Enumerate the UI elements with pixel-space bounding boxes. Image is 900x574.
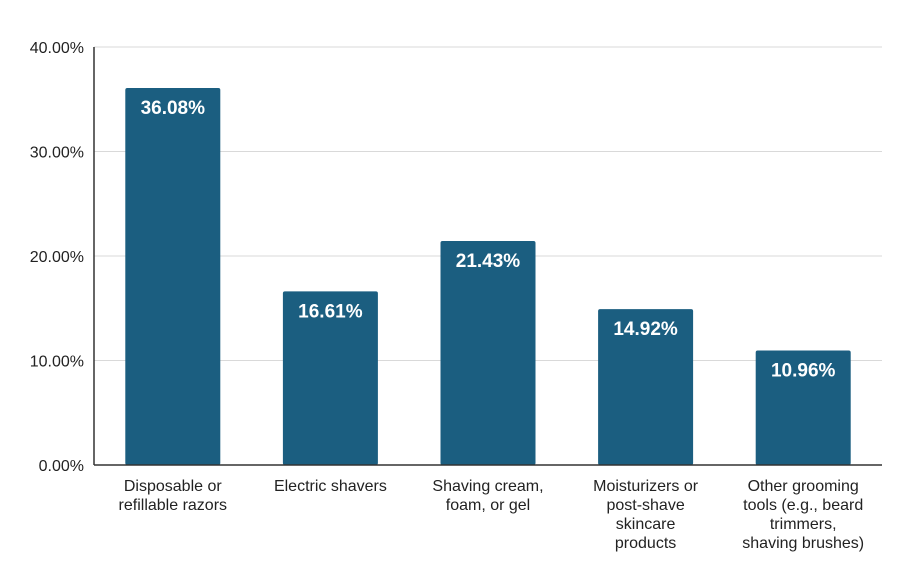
x-axis-category-labels: Disposable or refillable razors Electric s…	[119, 478, 865, 552]
x-category-label-line: tools (e.g., beard	[743, 497, 863, 514]
x-category-label-line: foam, or gel	[446, 497, 530, 514]
x-category-label: Electric shavers	[274, 478, 387, 495]
x-category-label-line: shaving brushes)	[742, 535, 864, 552]
y-tick-label: 30.00%	[30, 145, 84, 162]
x-category-label: Shaving cream, foam, or gel	[432, 478, 543, 514]
y-axis-tick-labels: 0.00% 10.00% 20.00% 30.00% 40.00%	[30, 40, 84, 475]
x-category-label-line: post-shave	[606, 497, 684, 514]
y-tick-label: 40.00%	[30, 40, 84, 57]
x-category-label-line: skincare	[616, 516, 676, 533]
bar	[440, 241, 536, 465]
bars: 36.08% 16.61% 21.43% 14.92% 10.96%	[125, 87, 851, 466]
x-category-label-line: Electric shavers	[274, 478, 387, 495]
x-category-label-line: refillable razors	[119, 497, 227, 514]
y-tick-label: 0.00%	[39, 458, 84, 475]
x-category-label-line: Disposable or	[124, 478, 223, 495]
bar-value-label: 16.61%	[298, 301, 363, 322]
x-category-label-line: Shaving cream,	[432, 478, 543, 495]
bar-value-label: 14.92%	[613, 319, 678, 340]
x-category-label-line: Other grooming	[748, 478, 859, 495]
x-category-label: Moisturizers or post-shave skincare product…	[593, 478, 699, 552]
x-category-label-line: Moisturizers or	[593, 478, 699, 495]
y-tick-label: 10.00%	[30, 354, 84, 371]
bar	[125, 87, 221, 466]
bar-value-label: 10.96%	[771, 360, 836, 381]
bar-value-label: 21.43%	[456, 251, 521, 272]
bar	[282, 291, 378, 465]
x-category-label: Other grooming tools (e.g., beard trimmers…	[742, 478, 864, 552]
y-tick-label: 20.00%	[30, 249, 84, 266]
bar	[755, 350, 851, 465]
x-category-label: Disposable or refillable razors	[119, 478, 227, 514]
x-category-label-line: trimmers,	[770, 516, 837, 533]
bar-value-label: 36.08%	[141, 98, 206, 119]
bar	[598, 309, 694, 465]
x-category-label-line: products	[615, 535, 676, 552]
